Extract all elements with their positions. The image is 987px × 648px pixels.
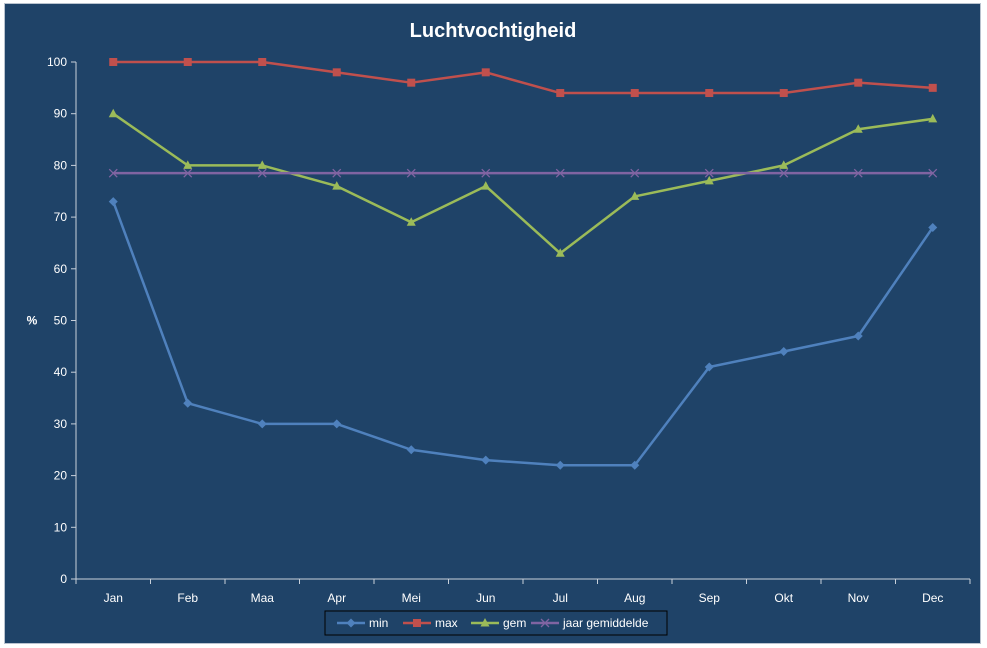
legend-label-jaar-gemiddelde: jaar gemiddelde: [562, 616, 649, 630]
data-point-min: [555, 460, 565, 470]
y-tick-label: 90: [54, 107, 68, 121]
x-tick-label: Sep: [699, 591, 721, 605]
data-point-gem: [853, 124, 863, 133]
data-point-jaar-gemiddelde: [481, 168, 491, 178]
series-line-max: [113, 60, 933, 95]
y-tick-label: 10: [54, 520, 68, 534]
y-tick-label: 0: [60, 572, 67, 586]
data-point-gem: [183, 160, 193, 169]
legend-marker-gem: [480, 618, 490, 627]
data-point-max: [183, 58, 192, 66]
data-point-jaar-gemiddelde: [183, 168, 193, 178]
data-point-min: [481, 455, 491, 465]
series-gem: [108, 108, 938, 257]
series-min: [108, 197, 938, 470]
humidity-line-chart: Luchtvochtigheid % 0 10 20 30 40 50 60 70 80 90 10…: [27, 20, 971, 636]
legend-item-min: min: [337, 616, 388, 630]
data-point-gem: [332, 181, 342, 190]
data-point-jaar-gemiddelde: [928, 168, 938, 178]
y-tick-label: 70: [54, 210, 68, 224]
data-point-max: [109, 58, 118, 66]
x-tick-label: Nov: [848, 591, 869, 605]
data-point-jaar-gemiddelde: [406, 168, 416, 178]
legend-marker-min: [346, 618, 356, 628]
series-jaar-gemiddelde: [108, 168, 938, 178]
y-tick-label: 60: [54, 262, 68, 276]
series-layer: [108, 58, 938, 470]
data-point-gem: [630, 191, 640, 200]
legend-item-jaar-gemiddelde: jaar gemiddelde: [531, 616, 649, 630]
data-point-gem: [481, 181, 491, 190]
x-tick-label: Maa: [251, 591, 275, 605]
data-point-jaar-gemiddelde: [555, 168, 565, 178]
data-point-max: [407, 78, 416, 87]
data-point-min: [928, 222, 938, 232]
data-point-jaar-gemiddelde: [108, 168, 118, 178]
data-point-max: [556, 89, 565, 98]
chart-frame: Luchtvochtigheid % 0 10 20 30 40 50 60 70 80 90 10…: [4, 3, 981, 644]
series-max: [109, 58, 937, 98]
series-line-gem: [112, 112, 933, 255]
y-tick-label: 30: [54, 417, 68, 431]
data-point-jaar-gemiddelde: [779, 168, 789, 178]
data-point-min: [183, 398, 193, 408]
data-point-max: [258, 58, 267, 66]
y-tick-label: 50: [54, 314, 68, 328]
x-tick-label: Jul: [553, 591, 568, 605]
y-tick-label: 20: [54, 469, 68, 483]
x-tick-label: Mei: [402, 591, 421, 605]
data-point-max: [779, 89, 788, 98]
data-point-max: [481, 68, 490, 77]
data-point-gem: [555, 248, 565, 257]
data-point-min: [704, 362, 714, 372]
chart-title: Luchtvochtigheid: [410, 20, 577, 42]
data-point-min: [257, 419, 267, 429]
data-point-max: [705, 89, 714, 98]
data-point-jaar-gemiddelde: [332, 168, 342, 178]
data-point-jaar-gemiddelde: [257, 168, 267, 178]
y-tick-label: 40: [54, 365, 68, 379]
x-tick-label: Dec: [922, 591, 943, 605]
legend-label-gem: gem: [503, 616, 526, 630]
x-tick-label: Jan: [104, 591, 123, 605]
y-tick-label: 80: [54, 158, 68, 172]
data-point-jaar-gemiddelde: [704, 168, 714, 178]
x-tick-label: Jun: [476, 591, 495, 605]
data-point-gem: [406, 217, 416, 226]
x-tick-label: Aug: [624, 591, 645, 605]
legend-marker-jaar-gemiddelde: [540, 618, 550, 628]
data-point-gem: [704, 175, 714, 185]
legend-marker-max: [413, 619, 421, 627]
x-tick-label: Okt: [774, 591, 793, 605]
x-tick-label: Feb: [177, 591, 198, 605]
data-point-min: [406, 445, 416, 455]
data-point-max: [630, 89, 639, 98]
legend-item-max: max: [403, 616, 458, 630]
legend-label-min: min: [369, 616, 388, 630]
y-axis-label: %: [27, 314, 38, 328]
data-point-min: [853, 331, 863, 341]
data-point-gem: [779, 160, 789, 169]
legend-box: [324, 610, 668, 636]
data-point-jaar-gemiddelde: [853, 168, 863, 178]
x-tick-label: Apr: [327, 591, 346, 605]
data-point-gem: [108, 108, 118, 118]
data-point-max: [928, 83, 937, 92]
legend: min max gem jaar gemiddelde: [324, 610, 668, 636]
data-point-gem: [928, 113, 938, 123]
series-line-min: [112, 201, 934, 467]
legend-item-gem: gem: [471, 616, 526, 630]
axes: 0 10 20 30 40 50 60 70 80 90 100 Jan Feb Maa Apr Mei Jun…: [47, 55, 971, 605]
data-point-gem: [257, 160, 267, 169]
data-point-max: [332, 68, 341, 77]
data-point-max: [854, 78, 863, 87]
data-point-min: [332, 419, 342, 429]
data-point-min: [630, 460, 640, 470]
legend-label-max: max: [435, 616, 458, 630]
data-point-min: [779, 347, 789, 357]
y-tick-label: 100: [47, 55, 67, 69]
data-point-jaar-gemiddelde: [630, 168, 640, 178]
data-point-min: [108, 197, 118, 207]
